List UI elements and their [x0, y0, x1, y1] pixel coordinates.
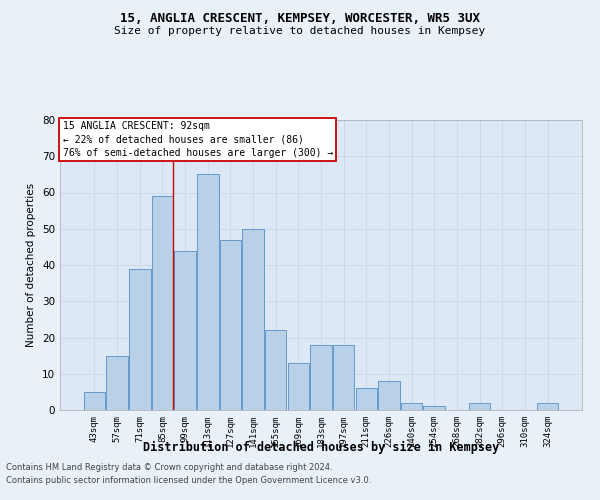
Bar — [310, 345, 332, 410]
Text: Contains public sector information licensed under the Open Government Licence v3: Contains public sector information licen… — [6, 476, 371, 485]
Bar — [220, 240, 241, 410]
Bar — [175, 250, 196, 410]
Bar — [129, 268, 151, 410]
Y-axis label: Number of detached properties: Number of detached properties — [26, 183, 37, 347]
Bar — [378, 381, 400, 410]
Text: 15 ANGLIA CRESCENT: 92sqm
← 22% of detached houses are smaller (86)
76% of semi-: 15 ANGLIA CRESCENT: 92sqm ← 22% of detac… — [62, 122, 333, 158]
Bar — [356, 388, 377, 410]
Bar — [106, 356, 128, 410]
Bar — [469, 403, 490, 410]
Bar — [333, 345, 355, 410]
Bar — [424, 406, 445, 410]
Bar — [401, 403, 422, 410]
Bar — [537, 403, 558, 410]
Bar — [287, 363, 309, 410]
Bar — [152, 196, 173, 410]
Bar — [197, 174, 218, 410]
Bar — [242, 229, 264, 410]
Bar — [265, 330, 286, 410]
Bar — [84, 392, 105, 410]
Text: 15, ANGLIA CRESCENT, KEMPSEY, WORCESTER, WR5 3UX: 15, ANGLIA CRESCENT, KEMPSEY, WORCESTER,… — [120, 12, 480, 26]
Text: Contains HM Land Registry data © Crown copyright and database right 2024.: Contains HM Land Registry data © Crown c… — [6, 464, 332, 472]
Text: Size of property relative to detached houses in Kempsey: Size of property relative to detached ho… — [115, 26, 485, 36]
Text: Distribution of detached houses by size in Kempsey: Distribution of detached houses by size … — [143, 441, 499, 454]
